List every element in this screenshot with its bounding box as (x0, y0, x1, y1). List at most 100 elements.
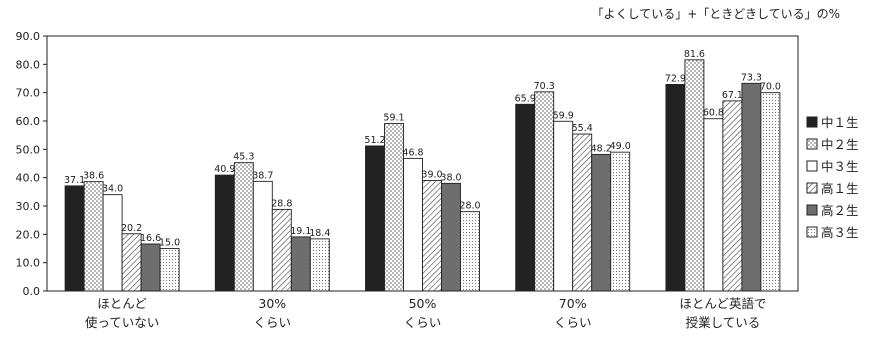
data-label: 45.3 (233, 152, 254, 163)
data-label: 16.6 (140, 233, 161, 244)
x-category-label: 30% (258, 296, 286, 311)
y-tick-label: 10.0 (16, 257, 41, 270)
data-label: 48.2 (591, 143, 612, 154)
data-label: 51.2 (364, 135, 385, 146)
y-tick-label: 70.0 (16, 87, 41, 100)
bar (121, 233, 142, 292)
x-category-label: ほとんど (97, 296, 147, 311)
data-label: 73.3 (741, 72, 762, 83)
bar (553, 120, 574, 292)
data-label: 28.0 (459, 201, 480, 212)
data-label: 70.3 (534, 81, 555, 92)
data-label: 20.2 (121, 223, 142, 234)
bar (271, 208, 292, 292)
legend-swatch (806, 160, 818, 172)
y-tick-label: 90.0 (16, 30, 41, 43)
legend-label: 高２生 (821, 203, 859, 218)
x-category-label: 70% (559, 296, 587, 311)
data-label: 19.1 (290, 226, 311, 237)
data-label: 46.8 (402, 147, 423, 158)
bar (83, 181, 104, 292)
y-tick-label: 40.0 (16, 172, 41, 185)
bar (591, 153, 612, 292)
bar (252, 180, 273, 292)
data-label: 34.0 (102, 184, 123, 195)
x-category-label: ほとんど英語で (679, 296, 766, 311)
legend-label: 中２生 (821, 137, 859, 152)
bar (140, 243, 161, 292)
data-label: 59.9 (553, 110, 574, 121)
bar (572, 133, 593, 292)
legend-swatch (806, 204, 818, 216)
bar (159, 248, 180, 292)
bar (684, 59, 705, 292)
data-label: 38.6 (83, 171, 104, 182)
bar (422, 180, 442, 292)
data-label: 18.4 (309, 228, 330, 239)
data-label: 65.9 (515, 93, 536, 104)
bar (384, 123, 404, 292)
bar (665, 83, 686, 292)
legend-swatch (806, 226, 818, 238)
bar (460, 211, 480, 292)
bar (534, 91, 555, 292)
bar (610, 151, 631, 292)
legend-label: 中３生 (821, 159, 859, 174)
data-label: 39.0 (421, 170, 442, 181)
legend-label: 中１生 (821, 115, 859, 130)
x-category-label: 使っていない (85, 315, 159, 330)
legend-label: 高３生 (821, 225, 859, 240)
plot-frame (46, 35, 799, 292)
data-label: 15.0 (159, 238, 180, 249)
bar (703, 118, 724, 292)
bar (441, 182, 461, 292)
legend-swatch (806, 138, 818, 150)
y-tick-label: 80.0 (16, 58, 41, 71)
data-label: 81.6 (684, 49, 705, 60)
data-label: 38.0 (440, 172, 461, 183)
x-category-label: くらい (554, 315, 592, 330)
y-tick-label: 50.0 (16, 143, 41, 156)
bar (403, 157, 423, 292)
data-label: 72.9 (665, 73, 686, 84)
y-tick-label: 0.0 (23, 285, 41, 298)
chart-title: 「よくしている」+「ときどきしている」の% (592, 7, 840, 21)
data-label: 38.7 (252, 170, 273, 181)
data-label: 37.1 (64, 175, 85, 186)
bars (64, 59, 781, 292)
legend-label: 高１生 (821, 181, 859, 196)
x-category-label: 50% (409, 296, 437, 311)
bar (760, 92, 781, 292)
bar (64, 185, 85, 292)
y-tick-label: 30.0 (16, 200, 41, 213)
data-label: 55.4 (572, 123, 593, 134)
x-category-label: くらい (404, 315, 442, 330)
data-label: 28.8 (271, 198, 292, 209)
data-label: 70.0 (760, 82, 781, 93)
bar (741, 82, 762, 292)
bar (515, 103, 536, 292)
data-label: 40.9 (214, 164, 235, 175)
bar (365, 145, 385, 292)
y-axis: 0.0 10.0 20.0 30.0 40.0 50.0 60.0 70.0 80.0 90.0 (16, 30, 47, 298)
bar (290, 236, 311, 292)
data-label: 60.8 (703, 108, 724, 119)
data-labels: 37.138.6 34.0 20.216.615.0 40.945.3 38.7 28.8… (64, 49, 781, 249)
x-category-label: くらい (254, 315, 292, 330)
bar (214, 174, 235, 292)
bar (102, 194, 123, 292)
data-label: 67.1 (722, 90, 743, 101)
bar (722, 100, 743, 292)
legend-swatch (806, 116, 818, 128)
data-label: 49.0 (610, 141, 631, 152)
y-tick-label: 60.0 (16, 115, 41, 128)
y-tick-label: 20.0 (16, 228, 41, 241)
bar (233, 162, 254, 292)
x-category-label: 授業している (686, 315, 761, 330)
bar (309, 238, 330, 292)
legend-swatch (806, 182, 818, 194)
data-label: 59.1 (383, 113, 404, 124)
